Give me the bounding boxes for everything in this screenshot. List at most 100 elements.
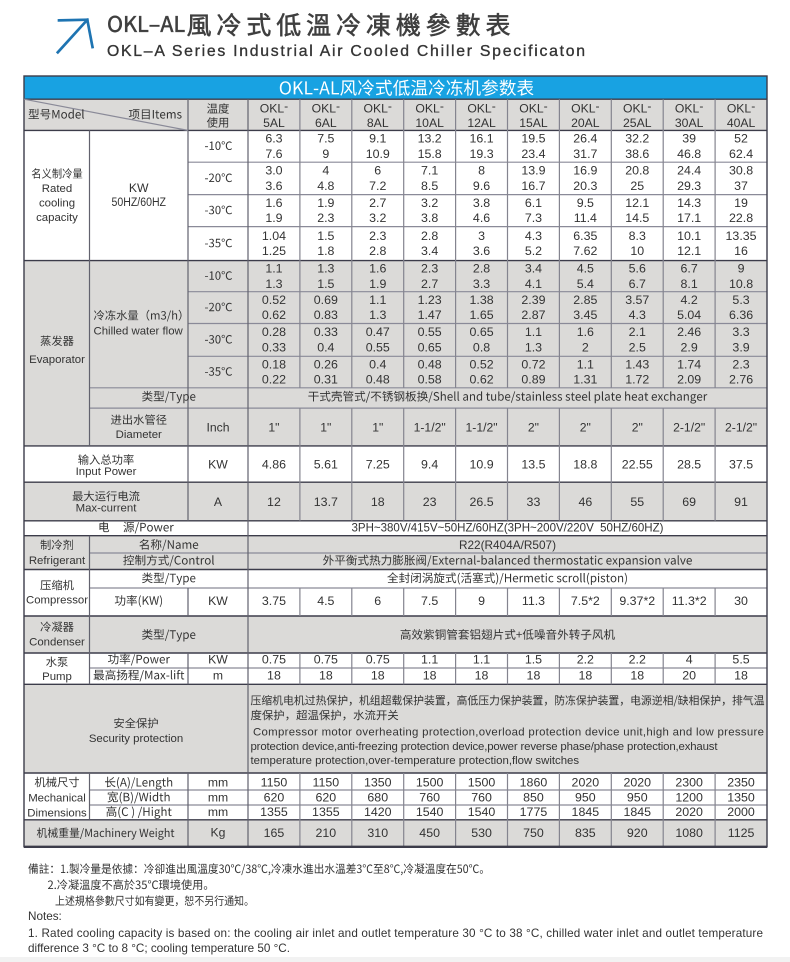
svg-text:0.62: 0.62 — [469, 373, 493, 387]
svg-text:1540: 1540 — [468, 805, 496, 819]
svg-text:0.55: 0.55 — [366, 341, 390, 355]
svg-text:19.3: 19.3 — [469, 147, 493, 161]
svg-text:38.6: 38.6 — [625, 147, 649, 161]
svg-text:1.6: 1.6 — [369, 261, 386, 275]
svg-text:7.25: 7.25 — [366, 457, 390, 471]
svg-text:1.47: 1.47 — [418, 308, 442, 322]
svg-text:0.52: 0.52 — [469, 357, 493, 371]
svg-text:4.1: 4.1 — [525, 277, 542, 291]
svg-text:7.5: 7.5 — [421, 594, 438, 608]
svg-text:760: 760 — [419, 790, 440, 804]
svg-text:10.8: 10.8 — [729, 277, 753, 291]
svg-text:0.65: 0.65 — [469, 325, 493, 339]
svg-text:2350: 2350 — [727, 776, 755, 790]
svg-text:2.3: 2.3 — [732, 357, 749, 371]
svg-text:9.1: 9.1 — [369, 132, 386, 146]
svg-text:9.37*2: 9.37*2 — [619, 594, 655, 608]
svg-text:KW: KW — [208, 457, 228, 471]
svg-text:55: 55 — [630, 495, 644, 509]
svg-text:32.2: 32.2 — [625, 132, 649, 146]
svg-text:18: 18 — [423, 668, 437, 682]
svg-text:2.7: 2.7 — [369, 196, 386, 210]
svg-text:850: 850 — [523, 790, 544, 804]
svg-text:9: 9 — [738, 261, 745, 275]
svg-text:R22(R404A/R507): R22(R404A/R507) — [459, 538, 556, 552]
svg-text:OKL-: OKL- — [260, 99, 288, 116]
svg-text:620: 620 — [264, 790, 285, 804]
svg-text:1080: 1080 — [675, 826, 703, 840]
svg-text:0.72: 0.72 — [521, 357, 545, 371]
svg-text:2020: 2020 — [572, 776, 600, 790]
svg-text:4.3: 4.3 — [525, 229, 542, 243]
svg-text:0.52: 0.52 — [262, 293, 286, 307]
svg-text:20: 20 — [682, 668, 696, 682]
svg-text:13.7: 13.7 — [314, 495, 338, 509]
svg-text:23: 23 — [423, 495, 437, 509]
svg-text:11.3*2: 11.3*2 — [672, 594, 707, 608]
svg-text:4.8: 4.8 — [317, 179, 334, 193]
svg-text:3.2: 3.2 — [421, 196, 438, 210]
svg-text:protection device,anti-freezin: protection device,anti-freezing protecti… — [251, 741, 719, 753]
svg-text:1775: 1775 — [520, 805, 548, 819]
svg-text:5.04: 5.04 — [677, 308, 701, 322]
svg-text:3: 3 — [478, 229, 485, 243]
svg-text:5AL: 5AL — [263, 116, 285, 130]
svg-text:A: A — [214, 495, 223, 509]
svg-text:2": 2" — [632, 421, 643, 435]
svg-text:1350: 1350 — [364, 776, 392, 790]
svg-text:3.45: 3.45 — [573, 308, 597, 322]
svg-text:Compressor: Compressor — [26, 595, 88, 607]
svg-text:530: 530 — [471, 826, 492, 840]
svg-text:1350: 1350 — [727, 790, 755, 804]
svg-text:20.8: 20.8 — [625, 164, 649, 178]
svg-text:7.3: 7.3 — [525, 211, 542, 225]
svg-text:7.1: 7.1 — [421, 164, 438, 178]
svg-text:3.2: 3.2 — [369, 211, 386, 225]
svg-text:1.1: 1.1 — [525, 325, 542, 339]
svg-text:1.1: 1.1 — [369, 293, 386, 307]
svg-text:1.43: 1.43 — [625, 357, 649, 371]
svg-text:0.18: 0.18 — [262, 357, 286, 371]
svg-text:750: 750 — [523, 826, 544, 840]
svg-text:OKL–A Series Industrial Air Co: OKL–A Series Industrial Air Cooled Chill… — [107, 43, 587, 60]
svg-text:10.1: 10.1 — [677, 229, 701, 243]
svg-text:1500: 1500 — [468, 776, 496, 790]
svg-text:2.2: 2.2 — [629, 652, 646, 666]
svg-text:6.36: 6.36 — [729, 308, 753, 322]
svg-text:capacity: capacity — [36, 212, 78, 224]
svg-text:2.5: 2.5 — [629, 341, 646, 355]
svg-text:0.75: 0.75 — [262, 652, 286, 666]
svg-text:1125: 1125 — [728, 826, 755, 840]
svg-text:16: 16 — [734, 244, 748, 258]
svg-text:3.57: 3.57 — [625, 293, 649, 307]
svg-text:Rated: Rated — [42, 183, 72, 195]
svg-text:2.7: 2.7 — [421, 277, 438, 291]
svg-text:0.55: 0.55 — [418, 325, 442, 339]
svg-text:26.4: 26.4 — [573, 132, 597, 146]
svg-text:1355: 1355 — [312, 805, 340, 819]
svg-text:1.5: 1.5 — [317, 277, 334, 291]
svg-text:0.75: 0.75 — [366, 652, 390, 666]
svg-text:2.39: 2.39 — [521, 293, 545, 307]
svg-text:30AL: 30AL — [675, 116, 704, 130]
svg-text:13.9: 13.9 — [521, 164, 545, 178]
svg-text:1": 1" — [320, 421, 331, 435]
svg-text:OKL-: OKL- — [623, 99, 651, 116]
svg-text:m: m — [213, 668, 223, 682]
svg-text:1. Rated cooling capacity is b: 1. Rated cooling capacity is based on: t… — [28, 927, 763, 940]
svg-text:39: 39 — [682, 132, 696, 146]
svg-text:210: 210 — [316, 826, 337, 840]
svg-text:1540: 1540 — [416, 805, 444, 819]
svg-text:10.9: 10.9 — [469, 457, 493, 471]
svg-text:18: 18 — [578, 668, 592, 682]
svg-text:4.86: 4.86 — [262, 457, 286, 471]
svg-text:24.4: 24.4 — [677, 164, 701, 178]
svg-text:2.76: 2.76 — [729, 373, 753, 387]
svg-text:4.5: 4.5 — [317, 594, 334, 608]
svg-text:18: 18 — [371, 495, 385, 509]
svg-text:4.2: 4.2 — [681, 293, 698, 307]
svg-text:2": 2" — [528, 421, 539, 435]
svg-text:11.3: 11.3 — [522, 594, 545, 608]
svg-text:14.5: 14.5 — [625, 211, 649, 225]
svg-text:5.4: 5.4 — [577, 277, 594, 291]
